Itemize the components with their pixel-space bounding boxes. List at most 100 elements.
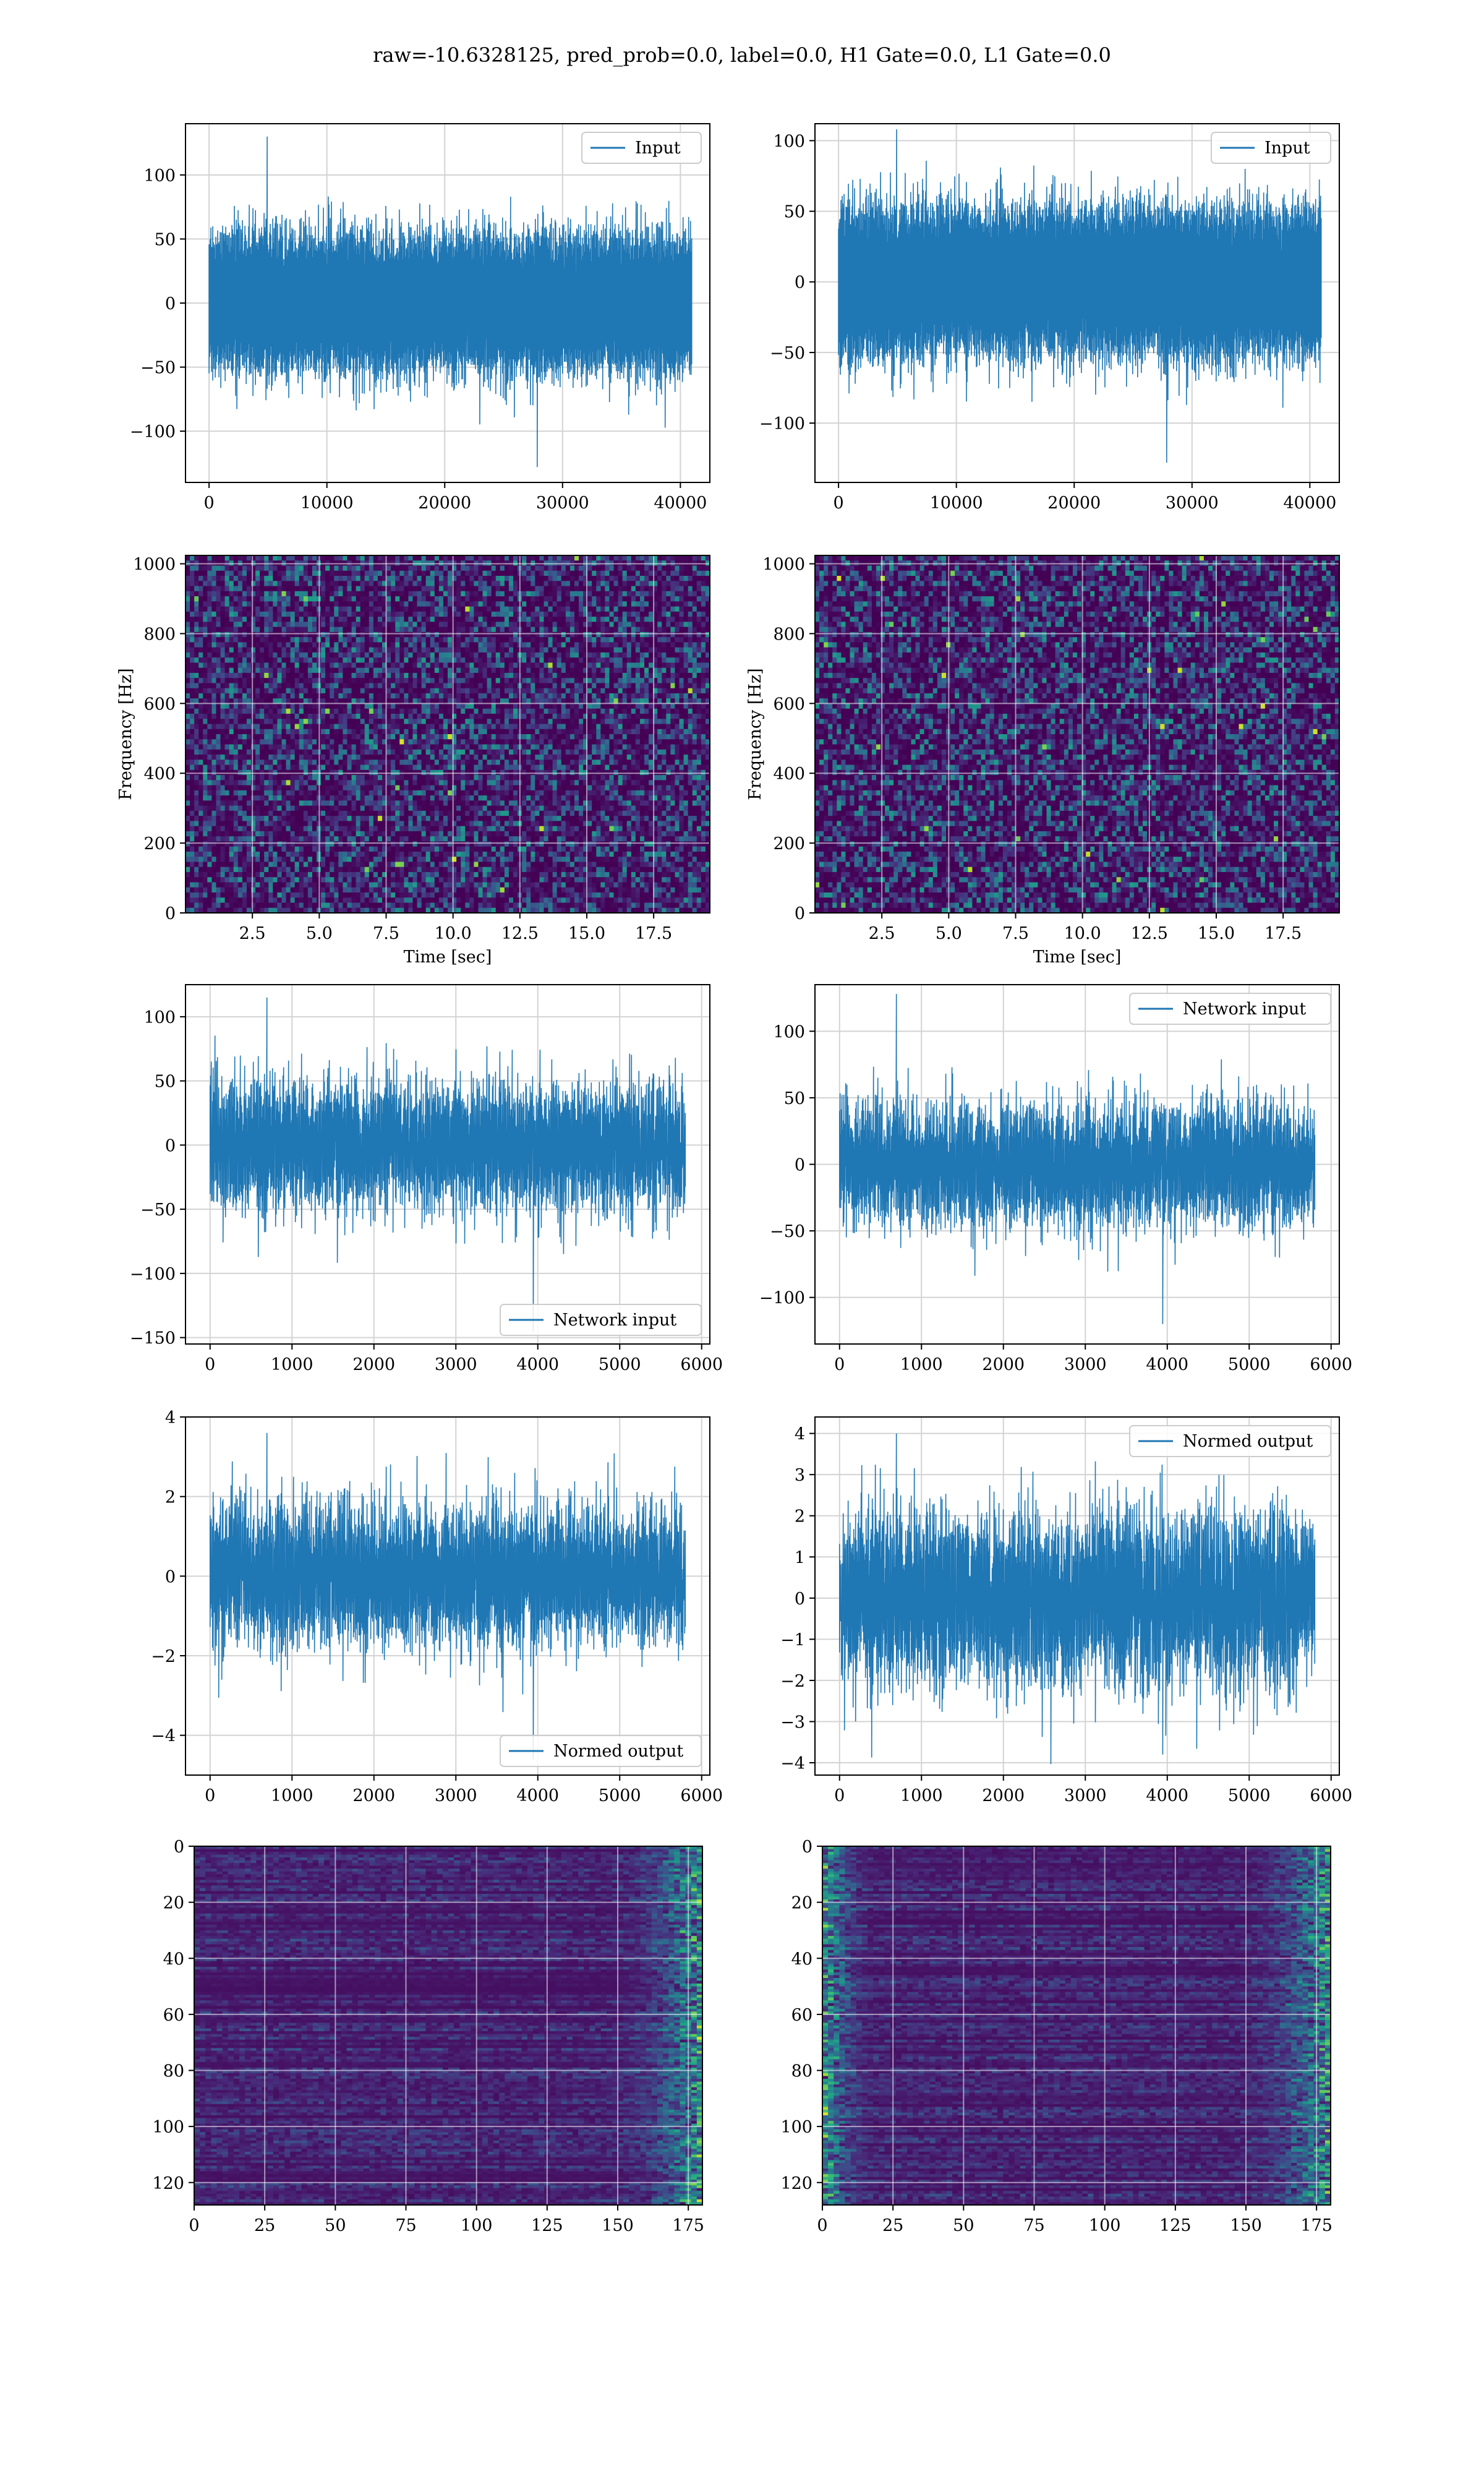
spectrogram-cell <box>234 724 239 729</box>
spectrogram-cell <box>277 612 282 617</box>
spectrogram-cell <box>435 648 440 653</box>
spectrogram-cell <box>321 703 326 709</box>
spectrogram-cell <box>404 566 409 571</box>
spectrogram-cell <box>469 902 474 908</box>
spectrogram-cell <box>286 714 291 719</box>
spectrogram-cell <box>395 882 400 888</box>
spectrogram-cell <box>216 816 221 821</box>
spectrogram-cell <box>198 627 203 633</box>
spectrogram-cell <box>277 872 282 878</box>
spectrogram-cell <box>229 734 234 740</box>
spectrogram-cell <box>273 612 278 617</box>
spectrogram-cell <box>312 795 317 801</box>
spectrogram-cell <box>273 607 278 612</box>
spectrogram-cell <box>356 566 361 571</box>
spectrogram-cell <box>356 877 361 883</box>
spectrogram-cell <box>483 714 488 719</box>
spectrogram-cell <box>338 612 343 617</box>
spectrogram-cell <box>234 902 239 908</box>
spectrogram-cell <box>304 617 309 622</box>
spectrogram-cell <box>430 785 435 791</box>
spectrogram-cell <box>474 601 479 607</box>
spectrogram-cell <box>295 688 300 694</box>
spectrogram-cell <box>207 755 212 760</box>
spectrogram-cell <box>334 632 339 638</box>
spectrogram-cell <box>347 821 352 826</box>
spectrogram-cell <box>373 581 378 586</box>
spectrogram-cell <box>417 709 422 714</box>
spectrogram-cell <box>295 662 300 668</box>
spectrogram-cell <box>443 648 448 653</box>
spectrogram-cell <box>304 586 309 592</box>
spectrogram-cell <box>448 591 453 597</box>
spectrogram-cell <box>190 719 195 724</box>
spectrogram-cell <box>360 888 365 893</box>
spectrogram-cell <box>352 622 357 627</box>
spectrogram-cell <box>203 607 208 612</box>
y-tick-label: −100 <box>759 414 805 434</box>
spectrogram-cell <box>373 750 378 755</box>
spectrogram-cell <box>352 897 357 903</box>
spectrogram-cell <box>225 760 230 765</box>
spectrogram-cell <box>312 693 317 699</box>
spectrogram-cell <box>461 800 466 806</box>
spectrogram-cell <box>194 724 199 729</box>
spectrogram-cell <box>487 673 492 678</box>
spectrogram-cell <box>373 882 378 888</box>
spectrogram-cell <box>378 693 383 699</box>
spectrogram-cell <box>369 581 374 586</box>
spectrogram-cell <box>430 780 435 785</box>
spectrogram-cell <box>412 596 417 602</box>
spectrogram-cell <box>404 785 409 791</box>
spectrogram-cell <box>422 811 427 816</box>
spectrogram-cell <box>194 765 199 771</box>
spectrogram-cell <box>186 739 190 745</box>
spectrogram-cell <box>395 888 400 893</box>
spectrogram-cell <box>399 857 404 862</box>
spectrogram-cell <box>221 612 226 617</box>
spectrogram-cell <box>360 831 365 837</box>
spectrogram-cell <box>343 576 348 581</box>
spectrogram-cell <box>277 648 282 653</box>
spectrogram-cell <box>299 709 304 714</box>
spectrogram-cell <box>338 693 343 699</box>
spectrogram-cell <box>198 857 203 862</box>
spectrogram-cell <box>321 862 326 867</box>
spectrogram-cell <box>286 755 291 760</box>
spectrogram-cell <box>347 857 352 862</box>
spectrogram-cell <box>295 709 300 714</box>
spectrogram-cell <box>404 703 409 709</box>
spectrogram-cell <box>378 566 383 571</box>
spectrogram-cell <box>461 892 466 898</box>
spectrogram-cell <box>443 867 448 873</box>
spectrogram-cell <box>260 586 265 592</box>
spectrogram-cell <box>391 795 396 801</box>
spectrogram-cell <box>255 662 260 668</box>
spectrogram-cell <box>404 760 409 765</box>
spectrogram-cell <box>443 724 448 729</box>
spectrogram-cell <box>347 576 352 581</box>
spectrogram-cell <box>435 734 440 740</box>
spectrogram-cell <box>456 648 461 653</box>
spectrogram-cell <box>234 800 239 806</box>
spectrogram-cell <box>308 607 313 612</box>
spectrogram-cell <box>190 800 195 806</box>
spectrogram-cell <box>242 622 247 627</box>
spectrogram-cell <box>417 596 422 602</box>
spectrogram-cell <box>186 867 190 873</box>
spectrogram-cell <box>492 617 497 622</box>
spectrogram-cell <box>469 591 474 597</box>
spectrogram-cell <box>194 657 199 663</box>
spectrogram-cell <box>352 642 357 648</box>
spectrogram-cell <box>264 657 269 663</box>
spectrogram-cell <box>295 877 300 883</box>
spectrogram-cell <box>426 811 431 816</box>
spectrogram-cell <box>238 637 243 643</box>
spectrogram-cell <box>395 688 400 694</box>
spectrogram-cell <box>461 678 466 683</box>
spectrogram-cell <box>478 888 483 893</box>
spectrogram-cell <box>330 688 335 694</box>
spectrogram-cell <box>325 852 330 857</box>
spectrogram-cell <box>492 566 497 571</box>
spectrogram-cell <box>273 841 278 847</box>
